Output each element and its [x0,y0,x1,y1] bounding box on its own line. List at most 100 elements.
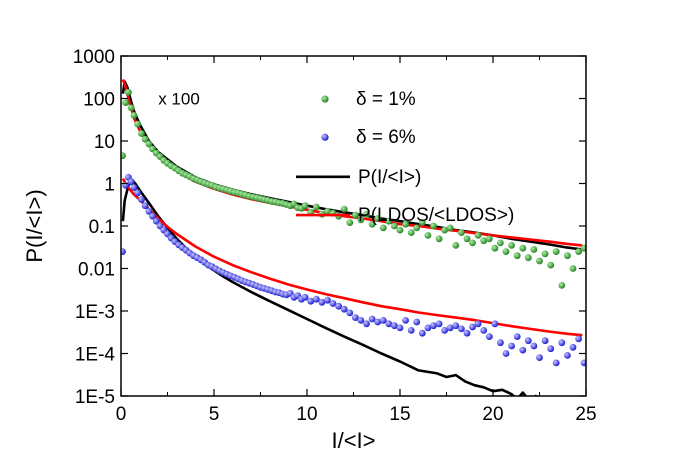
data-point [152,217,160,225]
data-point [441,327,448,334]
data-point [363,320,370,328]
y-tick-label: 1000 [73,47,115,68]
legend-label: δ = 6% [356,127,416,148]
y-tick-label: 1E-5 [75,387,115,408]
data-point [145,140,153,148]
data-point [430,222,437,230]
data-point [524,254,532,262]
data-point [463,235,471,243]
data-point [141,135,149,143]
data-point [385,217,393,225]
data-point [541,337,549,345]
data-point [396,324,404,332]
data-point [430,322,437,330]
data-point [391,222,398,230]
y-tick-label: 1E-4 [75,345,116,366]
y-tick-label: 100 [83,90,115,111]
data-point [485,333,493,340]
y-tick-label: 10 [94,132,115,153]
data-point [497,339,504,347]
y-tick-label: 1 [104,175,115,196]
data-point [469,323,476,331]
data-point [121,248,126,255]
data-point [435,320,443,328]
data-point [141,202,149,210]
data-point [491,320,499,328]
data-point [474,320,482,328]
data-point [145,208,153,215]
data-point [402,317,409,324]
data-point [357,216,365,224]
data-point [502,248,510,256]
data-point [575,248,582,256]
data-point [324,296,331,304]
data-point [379,224,387,232]
series-line-3 [121,79,583,247]
data-point [480,237,488,245]
data-point [374,215,382,222]
data-point [452,322,460,330]
data-point [352,211,359,219]
legend-marker [321,95,329,103]
data-point [368,315,376,323]
data-point [340,305,348,313]
data-point [307,297,315,305]
scale-annotation: x 100 [158,90,200,109]
data-point [312,295,320,303]
data-point [519,346,527,354]
data-point [368,220,376,228]
x-tick-label: 0 [116,404,127,425]
legend-label: P(I/<I>) [358,167,421,188]
data-point [435,235,443,243]
data-point [138,130,145,137]
data-point [127,178,135,186]
data-point [340,205,348,213]
data-point [552,248,560,256]
data-point [346,309,354,317]
data-point [541,250,549,258]
data-point [580,244,586,252]
y-tick-label: 0.1 [89,217,115,238]
data-point [536,257,543,265]
data-point [318,298,326,306]
data-point [474,232,482,239]
data-point [530,342,538,350]
data-point [396,226,404,234]
data-point [418,329,426,337]
data-point [552,359,560,367]
data-point [385,320,393,328]
x-tick-label: 5 [209,404,220,425]
data-point [530,246,538,253]
x-axis-title: I/<I> [331,428,375,453]
data-point [558,282,566,289]
legend-marker [321,133,329,141]
data-point [346,219,354,227]
x-tick-label: 25 [575,404,596,425]
data-point [441,226,448,234]
data-point [374,318,382,326]
data-point [469,239,476,247]
data-point [130,184,138,192]
data-point [134,120,142,128]
y-axis-title: P(I/<I>) [22,189,47,262]
data-point [127,104,135,112]
y-tick-label: 0.01 [78,260,115,281]
data-point [124,88,132,96]
legend-label: P(LDOS/<LDOS>) [358,205,514,226]
data-point [130,112,138,119]
data-point [134,189,142,197]
series-line-4 [121,178,538,396]
legend-label: δ = 1% [356,89,416,110]
data-point [569,343,577,351]
data-point [424,232,432,239]
data-point [446,324,454,332]
data-point [564,252,571,260]
data-point [502,350,510,357]
data-point [575,335,582,343]
data-point [329,300,337,307]
data-point [491,244,499,252]
x-tick-label: 20 [482,404,503,425]
data-point [558,339,566,347]
data-point [508,342,515,350]
